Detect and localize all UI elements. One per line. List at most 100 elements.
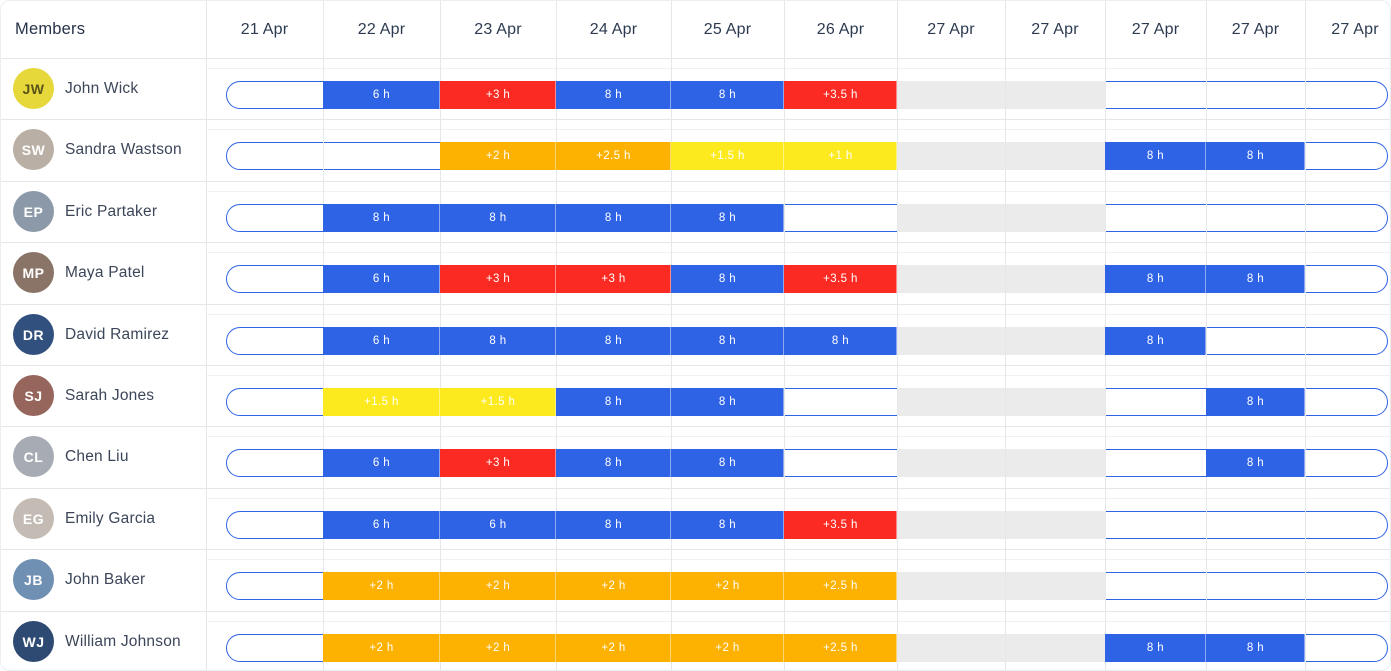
allocation-segment[interactable]: +2.5 h <box>784 634 897 662</box>
member-name: Chen Liu <box>65 447 129 465</box>
column-gridline <box>897 1 898 670</box>
member-row[interactable]: CL Chen Liu <box>1 426 206 487</box>
allocation-segment[interactable]: +2 h <box>556 572 671 600</box>
allocation-segment[interactable]: 8 h <box>1206 265 1305 293</box>
member-row[interactable]: MP Maya Patel <box>1 242 206 303</box>
allocation-segment[interactable]: 8 h <box>440 204 556 232</box>
row-inner-gridline <box>206 436 1390 437</box>
member-row[interactable]: JB John Baker <box>1 549 206 610</box>
allocation-segment[interactable]: 6 h <box>323 265 440 293</box>
allocation-segment[interactable]: 8 h <box>784 327 897 355</box>
allocation-segment[interactable]: 8 h <box>1105 634 1206 662</box>
avatar: SJ <box>13 375 54 416</box>
member-row[interactable]: EG Emily Garcia <box>1 488 206 549</box>
allocation-hours-label: +3.5 h <box>823 519 858 531</box>
allocation-segment[interactable]: 8 h <box>1105 142 1206 170</box>
member-name: William Johnson <box>65 632 181 650</box>
allocation-hours-label: +3 h <box>485 89 511 101</box>
row-separator-line <box>1 242 1390 243</box>
allocation-segment[interactable]: +2 h <box>671 572 784 600</box>
allocation-hours-label: +2 h <box>715 642 740 654</box>
allocation-hours-label: 8 h <box>1246 457 1265 469</box>
allocation-segment[interactable]: +3 h <box>440 81 556 109</box>
allocation-segment[interactable]: +1.5 h <box>323 388 440 416</box>
member-row[interactable]: SW Sandra Wastson <box>1 119 206 180</box>
availability-pill[interactable]: +2 h +2 h +2 h +2 h +2.5 h <box>226 572 1388 600</box>
allocation-segment[interactable]: 8 h <box>556 388 671 416</box>
allocation-segment[interactable]: 8 h <box>556 511 671 539</box>
availability-pill[interactable]: 6 h +3 h +3 h 8 h +3.5 h 8 h 8 h <box>226 265 1388 293</box>
allocation-segment[interactable]: 8 h <box>671 81 784 109</box>
allocation-segment[interactable]: +2 h <box>323 572 440 600</box>
allocation-segment[interactable]: 8 h <box>1105 327 1206 355</box>
allocation-segment[interactable]: 6 h <box>323 449 440 477</box>
availability-pill[interactable]: 8 h 8 h 8 h 8 h <box>226 204 1388 232</box>
allocation-segment[interactable]: 8 h <box>556 327 671 355</box>
unavailable-block <box>897 572 1105 600</box>
allocation-segment[interactable]: 8 h <box>1105 265 1206 293</box>
allocation-hours-label: 8 h <box>1246 642 1265 654</box>
allocation-segment[interactable]: 8 h <box>1206 142 1305 170</box>
allocation-segment[interactable]: +2 h <box>440 572 556 600</box>
member-name: David Ramirez <box>65 325 170 343</box>
allocation-segment[interactable]: 6 h <box>440 511 556 539</box>
allocation-segment[interactable]: +3.5 h <box>784 511 897 539</box>
allocation-segment[interactable]: +3.5 h <box>784 81 897 109</box>
allocation-hours-label: 8 h <box>604 89 623 101</box>
row-inner-gridline <box>206 498 1390 499</box>
allocation-segment[interactable]: 6 h <box>323 511 440 539</box>
allocation-segment[interactable]: 8 h <box>671 327 784 355</box>
availability-pill[interactable]: +2 h +2.5 h +1.5 h +1 h 8 h 8 h <box>226 142 1388 170</box>
allocation-segment[interactable]: 8 h <box>671 449 784 477</box>
allocation-segment[interactable]: +3 h <box>556 265 671 293</box>
availability-pill[interactable]: 6 h +3 h 8 h 8 h 8 h <box>226 449 1388 477</box>
allocation-segment[interactable]: 8 h <box>556 81 671 109</box>
allocation-hours-label: 8 h <box>1146 150 1165 162</box>
row-inner-gridline <box>206 559 1390 560</box>
allocation-segment[interactable]: 8 h <box>1206 449 1305 477</box>
allocation-segment[interactable]: 8 h <box>671 265 784 293</box>
allocation-segment[interactable]: 6 h <box>323 81 440 109</box>
availability-pill[interactable]: +2 h +2 h +2 h +2 h +2.5 h 8 h 8 h <box>226 634 1388 662</box>
allocation-segment[interactable]: 8 h <box>671 204 784 232</box>
allocation-hours-label: 8 h <box>604 519 623 531</box>
allocation-segment[interactable]: 8 h <box>1206 388 1305 416</box>
avatar: CL <box>13 436 54 477</box>
allocation-segment[interactable]: +2.5 h <box>784 572 897 600</box>
availability-pill[interactable]: 6 h 8 h 8 h 8 h 8 h 8 h <box>226 327 1388 355</box>
allocation-segment[interactable]: 6 h <box>323 327 440 355</box>
availability-pill[interactable]: 6 h +3 h 8 h 8 h +3.5 h <box>226 81 1388 109</box>
allocation-segment[interactable]: +1 h <box>784 142 897 170</box>
availability-pill[interactable]: 6 h 6 h 8 h 8 h +3.5 h <box>226 511 1388 539</box>
allocation-segment[interactable]: +3 h <box>440 265 556 293</box>
allocation-segment[interactable]: +2 h <box>671 634 784 662</box>
availability-pill[interactable]: +1.5 h +1.5 h 8 h 8 h 8 h <box>226 388 1388 416</box>
allocation-segment[interactable]: +2.5 h <box>556 142 671 170</box>
allocation-segment[interactable]: +2 h <box>323 634 440 662</box>
allocation-hours-label: +2 h <box>485 642 511 654</box>
allocation-hours-label: +1.5 h <box>480 396 516 408</box>
member-row[interactable]: DR David Ramirez <box>1 304 206 365</box>
allocation-segment[interactable]: +2 h <box>556 634 671 662</box>
allocation-segment[interactable]: +2 h <box>440 634 556 662</box>
allocation-segment[interactable]: 8 h <box>556 204 671 232</box>
allocation-segment[interactable]: +3 h <box>440 449 556 477</box>
allocation-segment[interactable]: 8 h <box>556 449 671 477</box>
allocation-segment[interactable]: 8 h <box>671 511 784 539</box>
member-row[interactable]: JW John Wick <box>1 58 206 119</box>
allocation-segment[interactable]: 8 h <box>1206 634 1305 662</box>
allocation-hours-label: 6 h <box>372 335 391 347</box>
allocation-segment[interactable]: 8 h <box>440 327 556 355</box>
allocation-segment[interactable]: 8 h <box>671 388 784 416</box>
member-row[interactable]: SJ Sarah Jones <box>1 365 206 426</box>
member-row[interactable]: EP Eric Partaker <box>1 181 206 242</box>
allocation-segment[interactable]: +2 h <box>440 142 556 170</box>
date-header: 27 Apr <box>1031 21 1079 38</box>
allocation-segment[interactable]: 8 h <box>323 204 440 232</box>
allocation-segment[interactable]: +1.5 h <box>440 388 556 416</box>
allocation-hours-label: 6 h <box>489 519 507 531</box>
allocation-segment[interactable]: +3.5 h <box>784 265 897 293</box>
member-row[interactable]: WJ William Johnson <box>1 611 206 670</box>
allocation-segment[interactable]: +1.5 h <box>671 142 784 170</box>
allocation-hours-label: 8 h <box>1146 335 1165 347</box>
